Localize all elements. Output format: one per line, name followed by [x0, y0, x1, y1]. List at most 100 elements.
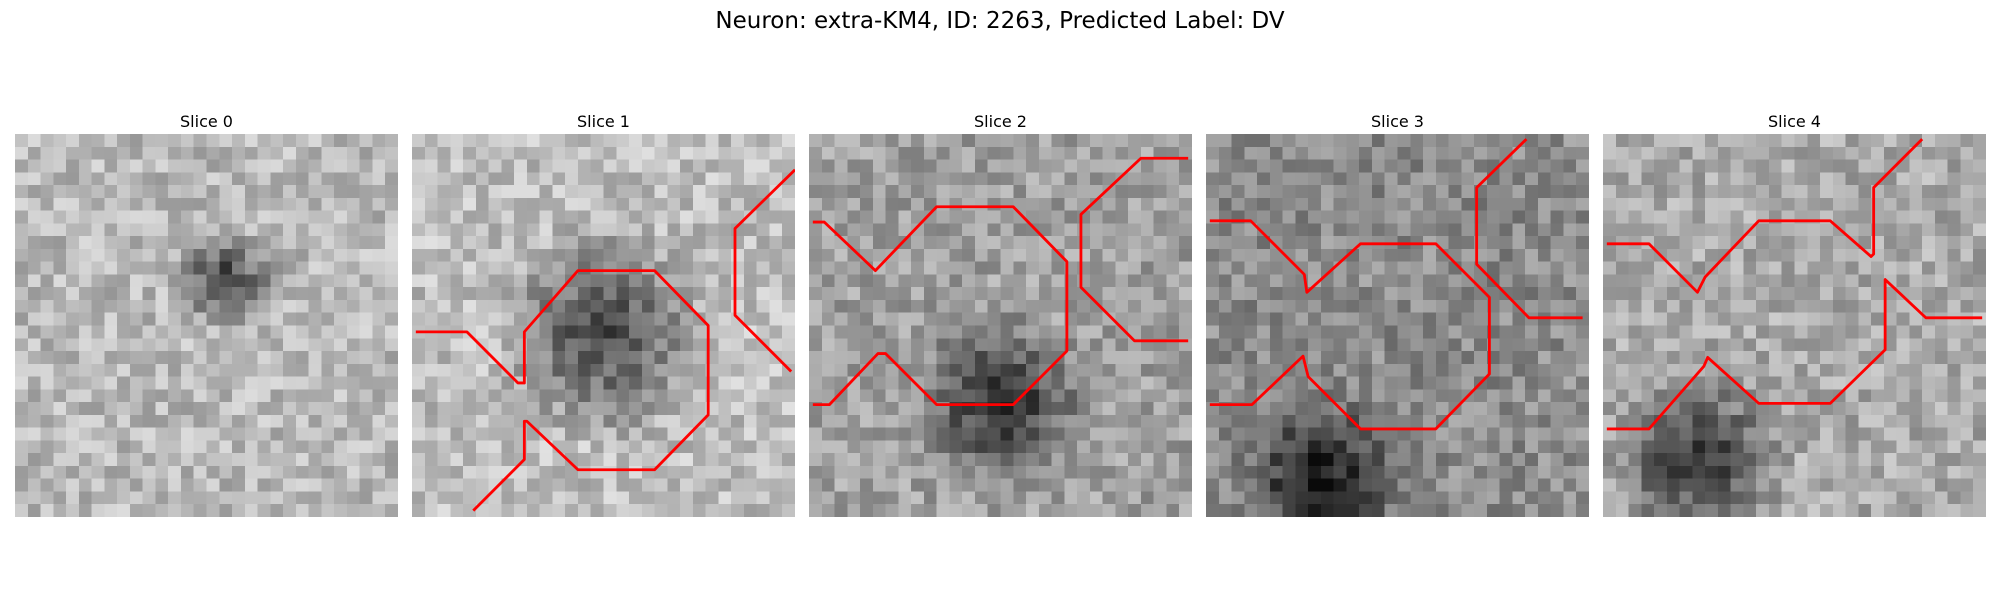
- pixel: [488, 389, 502, 403]
- pixel: [488, 210, 502, 224]
- pixel: [731, 389, 745, 403]
- pixel: [1359, 376, 1373, 390]
- pixel: [1140, 197, 1154, 211]
- pixel: [654, 134, 668, 148]
- pixel: [463, 248, 477, 262]
- pixel: [1896, 236, 1910, 250]
- pixel: [142, 146, 156, 160]
- pixel: [1743, 274, 1757, 288]
- pixel: [321, 261, 335, 275]
- pixel: [898, 248, 912, 262]
- pixel: [1717, 389, 1731, 403]
- pixel: [321, 325, 335, 339]
- pixel: [1128, 287, 1142, 301]
- pixel: [1128, 389, 1142, 403]
- pixel: [1128, 351, 1142, 365]
- pixel: [809, 299, 823, 313]
- pixel: [91, 338, 105, 352]
- pixel: [1461, 453, 1475, 467]
- pixel: [1973, 210, 1986, 224]
- pixel: [1371, 274, 1385, 288]
- pixel: [885, 402, 899, 416]
- pixel: [847, 172, 861, 186]
- pixel: [424, 185, 438, 199]
- pixel: [782, 338, 795, 352]
- pixel: [1641, 210, 1655, 224]
- pixel: [1717, 261, 1731, 275]
- pixel: [565, 210, 579, 224]
- pixel: [142, 274, 156, 288]
- pixel: [372, 389, 386, 403]
- pixel: [1064, 172, 1078, 186]
- pixel: [1537, 338, 1551, 352]
- pixel: [1257, 210, 1271, 224]
- pixel: [270, 248, 284, 262]
- pixel: [206, 389, 220, 403]
- pixel: [1576, 491, 1589, 505]
- pixel: [1845, 465, 1859, 479]
- pixel: [1807, 338, 1821, 352]
- pixel: [1871, 312, 1885, 326]
- pixel: [283, 261, 297, 275]
- pixel: [1807, 223, 1821, 237]
- neuron-outline-4-1: [1606, 278, 1983, 431]
- pixel: [1641, 427, 1655, 441]
- pixel: [539, 287, 553, 301]
- pixel: [962, 478, 976, 492]
- pixel: [142, 261, 156, 275]
- pixel: [1448, 274, 1462, 288]
- pixel: [1537, 376, 1551, 390]
- pixel: [1257, 465, 1271, 479]
- pixel: [1308, 210, 1322, 224]
- pixel: [1257, 312, 1271, 326]
- pixel: [923, 134, 937, 148]
- pixel: [501, 325, 515, 339]
- pixel: [91, 197, 105, 211]
- pixel: [1947, 159, 1961, 173]
- pixel: [104, 223, 118, 237]
- pixel: [616, 172, 630, 186]
- pixel: [705, 414, 719, 428]
- pixel: [1973, 299, 1986, 313]
- pixel: [1333, 172, 1347, 186]
- pixel: [385, 465, 398, 479]
- pixel: [590, 504, 604, 517]
- pixel: [1525, 351, 1539, 365]
- pixel: [193, 363, 207, 377]
- pixel: [1641, 197, 1655, 211]
- pixel: [949, 210, 963, 224]
- pixel: [117, 491, 131, 505]
- pixel: [1717, 338, 1731, 352]
- pixel: [692, 478, 706, 492]
- pixel: [155, 414, 169, 428]
- pixel: [334, 491, 348, 505]
- pixel: [1384, 274, 1398, 288]
- pixel: [616, 287, 630, 301]
- pixel: [1410, 248, 1424, 262]
- pixel: [1051, 312, 1065, 326]
- pixel: [654, 172, 668, 186]
- pixel: [27, 478, 41, 492]
- pixel: [718, 185, 732, 199]
- pixel: [1282, 197, 1296, 211]
- pixel: [66, 351, 80, 365]
- pixel: [603, 274, 617, 288]
- pixel: [295, 351, 309, 365]
- pixel: [1206, 312, 1220, 326]
- pixel: [1064, 427, 1078, 441]
- pixel: [1308, 491, 1322, 505]
- pixel: [475, 402, 489, 416]
- pixel: [1410, 414, 1424, 428]
- pixel: [1153, 376, 1167, 390]
- pixel: [1563, 338, 1577, 352]
- pixel: [1615, 478, 1629, 492]
- pixel: [1615, 223, 1629, 237]
- pixel: [680, 376, 694, 390]
- pixel: [1909, 172, 1923, 186]
- pixel: [283, 465, 297, 479]
- pixel: [501, 478, 515, 492]
- pixel: [1448, 440, 1462, 454]
- pixel: [1269, 299, 1283, 313]
- pixel: [295, 465, 309, 479]
- pixel: [1922, 414, 1936, 428]
